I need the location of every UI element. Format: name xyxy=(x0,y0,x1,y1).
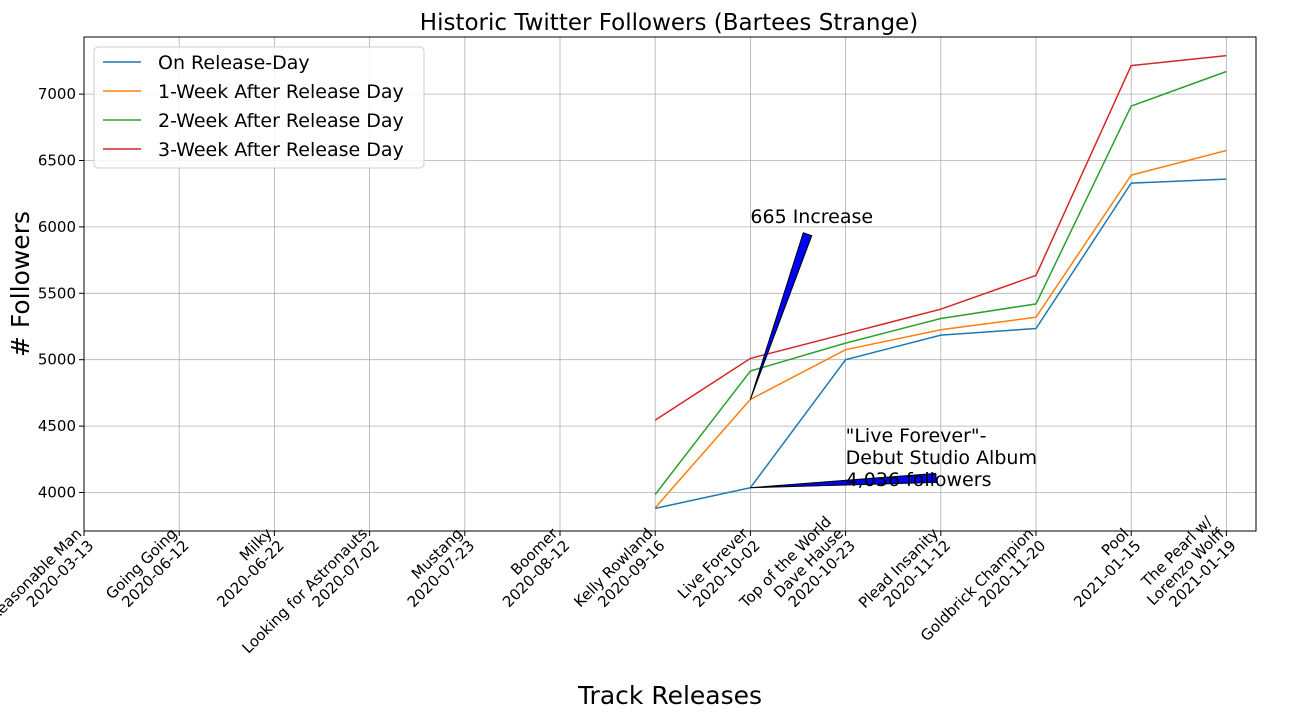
y-tick-label: 4000 xyxy=(38,483,76,501)
y-tick-label: 6000 xyxy=(38,218,76,236)
series-line xyxy=(654,54,1227,421)
legend: On Release-Day 1-Week After Release Day 2-… xyxy=(93,46,425,169)
annotation-arrow xyxy=(750,472,937,489)
legend-label: 1-Week After Release Day xyxy=(158,81,404,103)
annotation-text: "Live Forever"- xyxy=(846,425,987,447)
legend-box xyxy=(93,46,425,169)
y-axis-label: # Followers xyxy=(6,211,35,357)
annotation-text: 4,036 followers xyxy=(846,469,992,491)
y-tick-label: 5500 xyxy=(38,284,76,302)
y-tick-label: 7000 xyxy=(38,85,76,103)
y-tick-label: 5000 xyxy=(38,351,76,369)
y-tick-label: 4500 xyxy=(38,417,76,435)
annotation-arrow xyxy=(749,232,813,400)
y-tick-label: 6500 xyxy=(38,152,76,170)
chart-title: Historic Twitter Followers (Bartees Stra… xyxy=(420,10,918,36)
legend-label: On Release-Day xyxy=(158,52,310,74)
y-axis-ticks: 4000 4500 5000 5500 6000 6500 7000 xyxy=(38,85,84,501)
legend-label: 3-Week After Release Day xyxy=(158,139,404,161)
series-line xyxy=(654,70,1227,495)
annotations: 665 Increase "Live Forever"-Debut Studio … xyxy=(749,206,1037,491)
annotation-text: 665 Increase xyxy=(750,206,873,228)
legend-label: 2-Week After Release Day xyxy=(158,110,404,132)
plot-frame xyxy=(83,36,1257,532)
annotation-text: Debut Studio Album xyxy=(846,447,1037,469)
x-axis-label: Track Releases xyxy=(577,681,762,710)
